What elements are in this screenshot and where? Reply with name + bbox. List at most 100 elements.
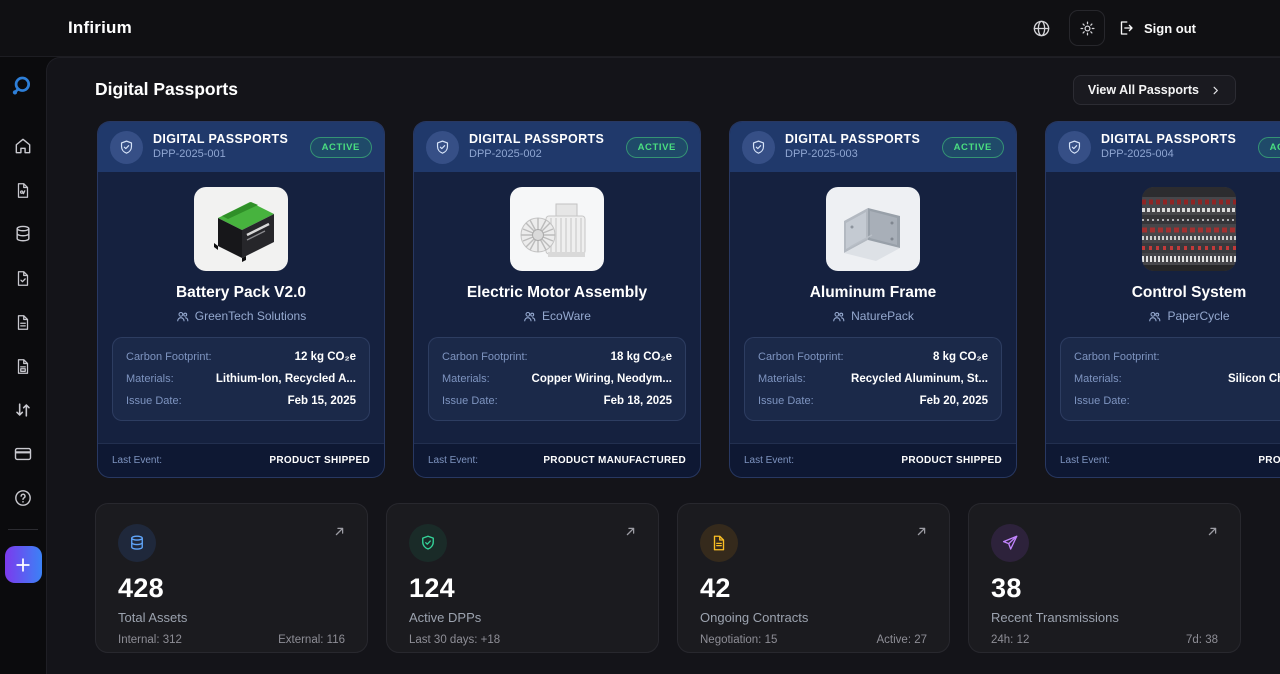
card-title: DIGITAL PASSPORTS xyxy=(469,132,605,147)
passport-footer: Last Event: PRODUCT... xyxy=(1046,443,1280,477)
view-all-passports-button[interactable]: View All Passports xyxy=(1072,75,1236,105)
last-event-value: PRODUCT MANUFACTURED xyxy=(543,455,686,466)
stat-sub-left: Internal: 312 xyxy=(118,634,182,646)
stat-card-ongoing-contracts[interactable]: 42 Ongoing Contracts Negotiation: 15 Act… xyxy=(677,503,950,653)
passport-card-header: DIGITAL PASSPORTS DPP-2025-004 ACTIVE xyxy=(1046,122,1280,172)
external-link-icon[interactable] xyxy=(332,524,347,539)
sign-out-button[interactable]: Sign out xyxy=(1117,19,1196,37)
logout-icon xyxy=(1117,19,1135,37)
brand-title: Infirium xyxy=(68,18,132,37)
issue-date-value: Feb 20, 2025 xyxy=(919,395,988,407)
passport-details: Carbon Footprint: 18 kg CO₂e Materials: Co… xyxy=(428,337,686,421)
sidebar-item-payments[interactable] xyxy=(12,444,34,464)
external-link-icon[interactable] xyxy=(1205,524,1220,539)
product-name: Electric Motor Assembly xyxy=(466,284,648,301)
passport-card-header: DIGITAL PASSPORTS DPP-2025-001 ACTIVE xyxy=(98,122,384,172)
database-icon xyxy=(13,224,33,244)
last-event-value: PRODUCT SHIPPED xyxy=(901,455,1002,466)
sidebar xyxy=(0,57,46,674)
stat-sub-left: Negotiation: 15 xyxy=(700,634,778,646)
sidebar-item-reports[interactable] xyxy=(12,356,34,376)
issue-date-value: Feb 15, 2025 xyxy=(287,395,356,407)
shield-check-icon xyxy=(1058,130,1091,164)
stat-value: 38 xyxy=(991,573,1022,603)
passport-card-header: DIGITAL PASSPORTS DPP-2025-003 ACTIVE xyxy=(730,122,1016,172)
last-event-label: Last Event: xyxy=(112,455,163,466)
sidebar-search-button[interactable] xyxy=(10,73,37,100)
theme-toggle-button[interactable] xyxy=(1069,10,1105,46)
topbar-actions: Sign out xyxy=(1025,10,1196,46)
status-badge: ACTIVE xyxy=(1257,136,1280,158)
sidebar-item-contracts[interactable] xyxy=(12,268,34,288)
stat-value: 428 xyxy=(118,573,164,603)
stat-label: Active DPPs xyxy=(409,610,482,625)
passport-details: Carbon Footprint: 12 kg CO₂e Materials: Li… xyxy=(112,337,370,421)
external-link-icon[interactable] xyxy=(623,524,638,539)
stat-card-active-dpps[interactable]: 124 Active DPPs Last 30 days: +18 xyxy=(386,503,659,653)
carbon-value: 18 kg CO₂e xyxy=(610,351,672,363)
stat-card-recent-transmissions[interactable]: 38 Recent Transmissions 24h: 12 7d: 38 xyxy=(968,503,1241,653)
carbon-label: Carbon Footprint: xyxy=(1074,351,1160,363)
stat-value: 42 xyxy=(700,573,731,603)
product-image-aluminum-frame xyxy=(826,187,920,271)
materials-value: Lithium-Ion, Recycled A... xyxy=(215,373,356,385)
users-icon xyxy=(176,310,189,323)
sidebar-item-transfers[interactable] xyxy=(12,400,34,420)
product-name: Control System xyxy=(1131,284,1247,301)
sidebar-divider xyxy=(8,529,38,530)
main-content: Digital Passports View All Passports DIG… xyxy=(46,57,1280,674)
carbon-label: Carbon Footprint: xyxy=(442,351,528,363)
passport-footer: Last Event: PRODUCT SHIPPED xyxy=(98,443,384,477)
globe-button[interactable] xyxy=(1025,12,1057,44)
card-title: DIGITAL PASSPORTS xyxy=(153,132,289,147)
users-icon xyxy=(1148,310,1161,323)
search-icon xyxy=(10,73,37,100)
passport-footer: Last Event: PRODUCT MANUFACTURED xyxy=(414,443,700,477)
last-event-value: PRODUCT SHIPPED xyxy=(269,455,370,466)
file-invoice-icon xyxy=(14,357,32,376)
materials-label: Materials: xyxy=(126,373,174,385)
send-icon xyxy=(991,524,1029,562)
globe-icon xyxy=(1032,19,1051,38)
stat-card-total-assets[interactable]: 428 Total Assets Internal: 312 External:… xyxy=(95,503,368,653)
stat-label: Recent Transmissions xyxy=(991,610,1119,625)
carbon-value: 12 kg CO₂e xyxy=(294,351,356,363)
materials-label: Materials: xyxy=(758,373,806,385)
passport-id: DPP-2025-004 xyxy=(1101,147,1174,160)
stat-sub-right: External: 116 xyxy=(278,634,345,646)
chevron-right-icon xyxy=(1210,85,1221,96)
sidebar-item-passport-files[interactable] xyxy=(12,180,34,200)
stat-label: Total Assets xyxy=(118,610,188,625)
product-image-electric-motor xyxy=(510,187,604,271)
stat-label: Ongoing Contracts xyxy=(700,610,809,625)
status-badge: ACTIVE xyxy=(941,136,1004,158)
passport-id: DPP-2025-002 xyxy=(469,147,542,160)
passport-card[interactable]: DIGITAL PASSPORTS DPP-2025-003 ACTIVE Al… xyxy=(729,121,1017,478)
product-name: Battery Pack V2.0 xyxy=(175,284,307,301)
external-link-icon[interactable] xyxy=(914,524,929,539)
shield-check-icon xyxy=(742,130,775,164)
sidebar-item-home[interactable] xyxy=(12,136,34,156)
add-button[interactable] xyxy=(4,546,42,583)
passport-details: Carbon Footprint: Materials: Silicon Chip… xyxy=(1060,337,1280,421)
materials-label: Materials: xyxy=(1074,373,1122,385)
passport-id: DPP-2025-003 xyxy=(785,147,858,160)
sidebar-item-help[interactable] xyxy=(12,488,34,508)
passport-id: DPP-2025-001 xyxy=(153,147,226,160)
carbon-value: 8 kg CO₂e xyxy=(933,351,988,363)
home-icon xyxy=(13,136,33,156)
users-icon xyxy=(523,310,536,323)
users-icon xyxy=(832,310,845,323)
shield-check-icon xyxy=(409,524,447,562)
last-event-label: Last Event: xyxy=(428,455,479,466)
card-title: DIGITAL PASSPORTS xyxy=(785,132,921,147)
passport-card[interactable]: DIGITAL PASSPORTS DPP-2025-002 ACTIVE El… xyxy=(413,121,701,478)
product-name: Aluminum Frame xyxy=(809,284,937,301)
stat-value: 124 xyxy=(409,573,455,603)
passport-card[interactable]: DIGITAL PASSPORTS DPP-2025-001 ACTIVE Ba… xyxy=(97,121,385,478)
passport-card[interactable]: DIGITAL PASSPORTS DPP-2025-004 ACTIVE Co… xyxy=(1045,121,1280,478)
sidebar-item-assets[interactable] xyxy=(12,224,34,244)
sidebar-item-documents[interactable] xyxy=(12,312,34,332)
shield-check-icon xyxy=(426,130,459,164)
sign-out-label: Sign out xyxy=(1144,20,1196,36)
